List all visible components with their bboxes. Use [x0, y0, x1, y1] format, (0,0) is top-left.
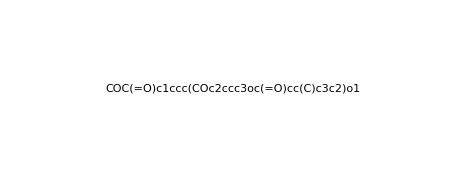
Text: COC(=O)c1ccc(COc2ccc3oc(=O)cc(C)c3c2)o1: COC(=O)c1ccc(COc2ccc3oc(=O)cc(C)c3c2)o1 [106, 83, 361, 93]
